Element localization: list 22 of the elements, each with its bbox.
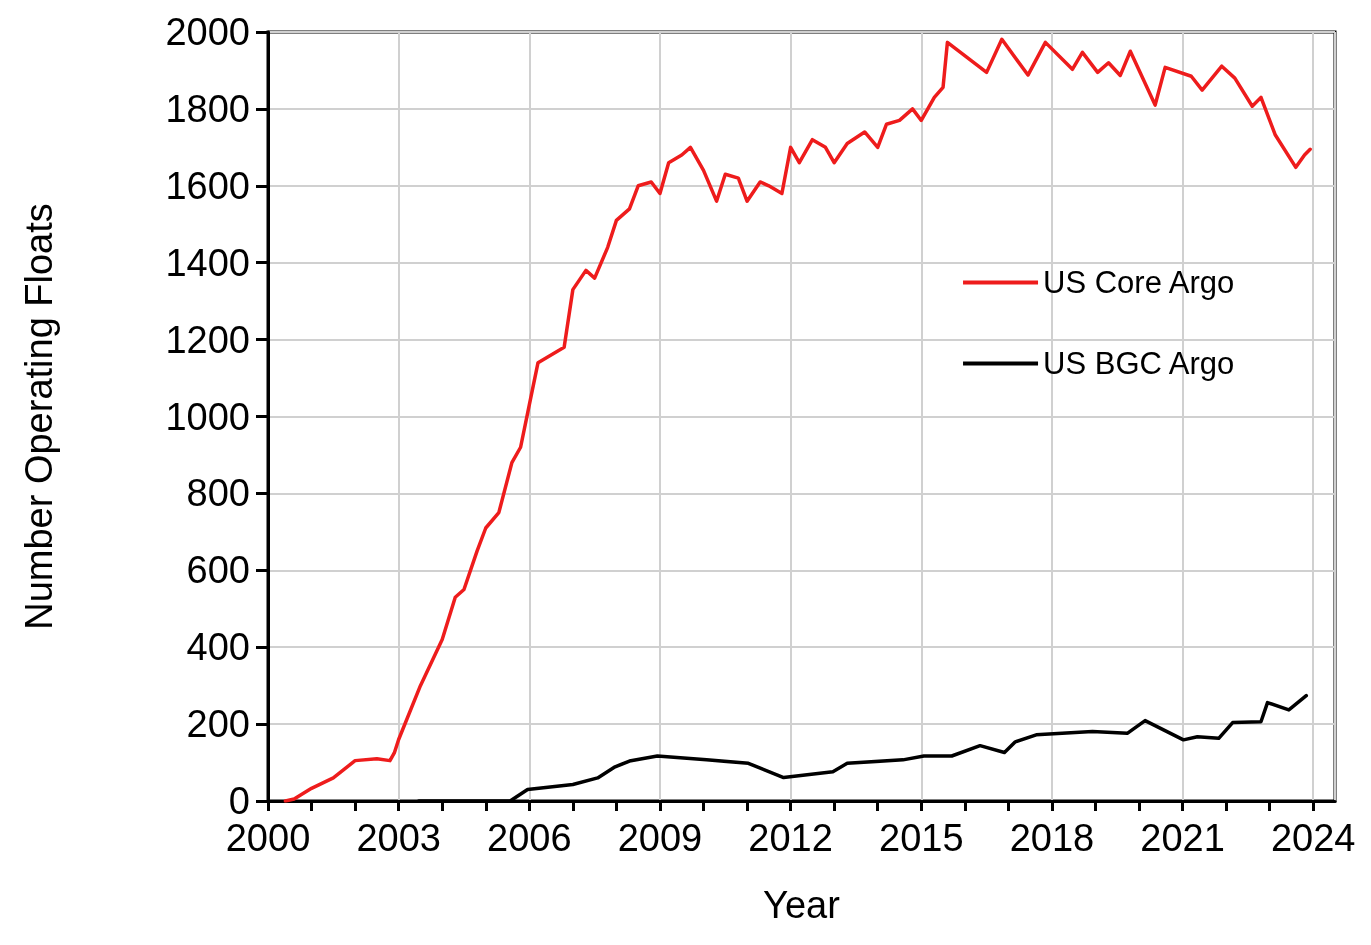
x-tick-label: 2015	[878, 817, 964, 859]
y-tick-label: 1600	[165, 164, 250, 207]
x-tick-label: 2009	[617, 817, 703, 859]
x-tick-label: 2006	[487, 817, 572, 859]
y-tick-label: 2000	[165, 11, 250, 53]
y-tick-label: 1200	[165, 318, 250, 361]
x-tick-label: 2003	[356, 817, 441, 859]
y-tick-label: 600	[186, 549, 250, 592]
x-tick-label: 2018	[1009, 817, 1095, 859]
x-tick-label: 2021	[1140, 817, 1225, 859]
x-tick-label: 2024	[1270, 817, 1356, 859]
x-tick-label: 2012	[748, 817, 833, 859]
legend-label: US BGC Argo	[1043, 346, 1235, 381]
y-tick-label: 1000	[165, 395, 250, 438]
y-tick-label: 1400	[165, 241, 250, 284]
y-axis-title: Number Operating Floats	[18, 203, 60, 630]
y-tick-label: 400	[186, 626, 250, 669]
x-axis-title: Year	[763, 884, 841, 926]
y-tick-label: 1800	[165, 87, 250, 130]
y-tick-label: 200	[186, 703, 250, 746]
y-tick-label: 800	[186, 472, 250, 515]
legend-label: US Core Argo	[1043, 265, 1235, 300]
